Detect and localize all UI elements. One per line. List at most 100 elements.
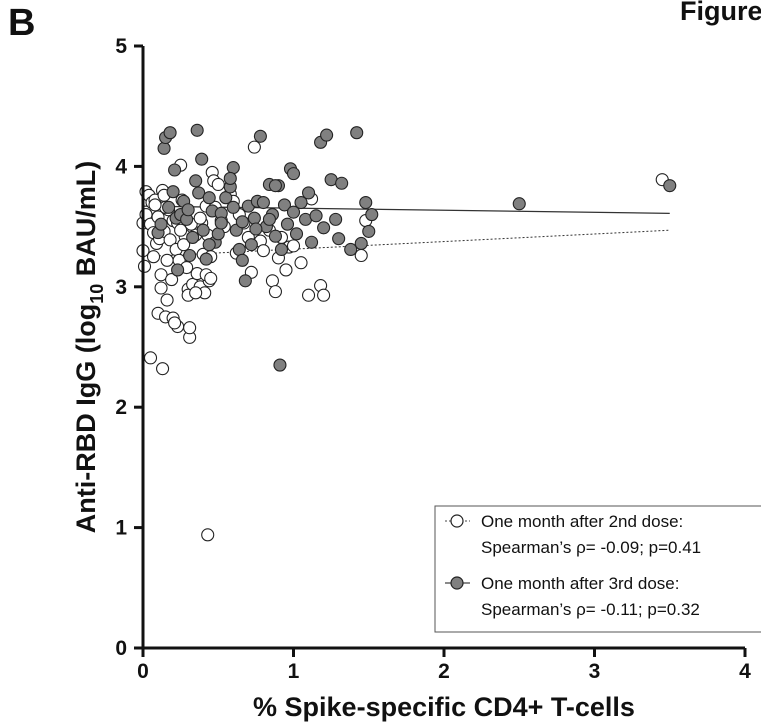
point-3rd-dose <box>232 242 246 257</box>
legend-box <box>434 505 761 633</box>
point-2nd-dose <box>354 248 368 263</box>
point-2nd-dose <box>294 256 308 270</box>
point-3rd-dose <box>189 174 203 188</box>
point-3rd-dose <box>301 186 316 200</box>
point-2nd-dose <box>189 286 203 300</box>
data-points <box>136 123 677 542</box>
point-3rd-dose <box>359 195 373 210</box>
point-2nd-dose <box>183 321 197 335</box>
point-3rd-dose <box>154 217 168 231</box>
x-tick-label: 0 <box>137 660 149 683</box>
point-3rd-dose <box>235 253 249 267</box>
point-2nd-dose <box>148 198 162 212</box>
point-2nd-dose <box>165 273 179 287</box>
point-3rd-dose <box>512 197 526 211</box>
point-3rd-dose <box>235 215 249 229</box>
point-3rd-dose <box>332 232 346 246</box>
legend-stat-2nd-dose: Spearman’s ρ= -0.09; p=0.41 <box>481 538 701 557</box>
point-2nd-dose <box>301 288 316 302</box>
point-3rd-dose <box>171 263 185 277</box>
point-3rd-dose <box>344 242 358 257</box>
point-3rd-dose <box>162 200 176 214</box>
point-3rd-dose <box>309 209 323 223</box>
point-3rd-dose <box>157 141 171 155</box>
point-3rd-dose <box>273 358 287 372</box>
point-2nd-dose <box>268 285 282 299</box>
point-3rd-dose <box>317 221 331 235</box>
point-3rd-dose <box>262 212 276 226</box>
panel-label: B <box>8 2 36 44</box>
y-tick-label: 1 <box>115 517 127 540</box>
point-3rd-dose <box>196 223 210 237</box>
point-2nd-dose <box>286 239 301 253</box>
legend-marker-2nd-dose <box>450 514 464 528</box>
point-3rd-dose <box>268 179 282 193</box>
y-axis-title: Anti-RBD IgG (log10 BAU/mL) <box>71 161 107 533</box>
point-3rd-dose <box>226 161 240 175</box>
point-2nd-dose <box>160 293 174 307</box>
point-3rd-dose <box>268 229 282 243</box>
legend-label-2nd-dose: One month after 2nd dose: <box>481 512 683 531</box>
point-3rd-dose <box>663 179 677 193</box>
point-3rd-dose <box>202 191 216 205</box>
point-3rd-dose <box>294 195 308 210</box>
point-2nd-dose <box>156 362 170 376</box>
point-2nd-dose <box>137 259 152 273</box>
legend-item-3rd-dose: One month after 3rd dose: Spearman’s ρ= … <box>445 574 700 619</box>
point-2nd-dose <box>211 177 225 192</box>
point-3rd-dose <box>190 123 204 137</box>
x-tick-label: 1 <box>288 660 300 683</box>
point-3rd-dose <box>192 186 206 200</box>
point-3rd-dose <box>223 171 237 185</box>
point-2nd-dose <box>146 250 161 264</box>
point-2nd-dose <box>174 223 188 237</box>
point-3rd-dose <box>168 163 182 177</box>
point-2nd-dose <box>265 274 279 288</box>
point-3rd-dose <box>249 222 263 236</box>
legend-label-3rd-dose: One month after 3rd dose: <box>481 574 679 593</box>
point-2nd-dose <box>193 211 207 225</box>
x-tick-label: 2 <box>438 660 450 683</box>
point-3rd-dose <box>274 242 289 257</box>
point-2nd-dose <box>163 233 177 247</box>
point-3rd-dose <box>350 126 364 140</box>
x-tick-label: 4 <box>739 660 751 683</box>
point-3rd-dose <box>163 126 177 140</box>
point-3rd-dose <box>183 248 197 263</box>
y-tick-label: 4 <box>115 155 127 178</box>
y-tick-label: 3 <box>115 276 127 299</box>
point-2nd-dose <box>247 140 261 154</box>
point-3rd-dose <box>211 227 225 241</box>
point-3rd-dose <box>256 195 270 210</box>
point-3rd-dose <box>247 211 261 225</box>
point-3rd-dose <box>289 227 304 241</box>
legend-item-2nd-dose: One month after 2nd dose: Spearman’s ρ= … <box>445 512 701 557</box>
point-3rd-dose <box>226 200 240 214</box>
legend-stat-3rd-dose: Spearman’s ρ= -0.11; p=0.32 <box>481 600 700 619</box>
point-3rd-dose <box>305 235 319 249</box>
point-3rd-dose <box>238 274 252 288</box>
legend-marker-3rd-dose <box>450 576 464 590</box>
point-3rd-dose <box>166 185 180 199</box>
point-3rd-dose <box>277 198 292 212</box>
point-3rd-dose <box>195 152 209 166</box>
y-tick-label: 2 <box>115 396 127 419</box>
point-3rd-dose <box>329 212 343 226</box>
point-3rd-dose <box>335 176 349 190</box>
point-3rd-dose <box>362 224 376 238</box>
point-2nd-dose <box>160 253 174 267</box>
point-2nd-dose <box>256 244 270 258</box>
figure-label: Figure <box>680 0 761 26</box>
point-2nd-dose <box>154 281 168 295</box>
point-2nd-dose <box>143 351 158 365</box>
point-3rd-dose <box>244 238 258 252</box>
point-3rd-dose <box>365 208 379 222</box>
point-3rd-dose <box>253 129 267 143</box>
point-3rd-dose <box>320 128 334 142</box>
point-3rd-dose <box>186 230 200 244</box>
x-tick-label: 3 <box>589 660 601 683</box>
point-3rd-dose <box>354 236 368 251</box>
point-2nd-dose <box>279 263 293 277</box>
point-2nd-dose <box>204 271 218 285</box>
point-3rd-dose <box>181 203 195 217</box>
